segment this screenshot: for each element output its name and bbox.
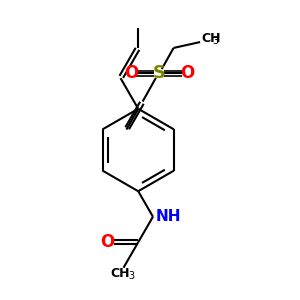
Text: O: O [180, 64, 194, 82]
Text: S: S [152, 64, 165, 82]
Text: 3: 3 [128, 271, 134, 281]
Text: O: O [124, 64, 138, 82]
Text: O: O [100, 233, 114, 251]
Text: NH: NH [155, 209, 181, 224]
Text: CH: CH [111, 266, 130, 280]
Text: CH: CH [202, 32, 221, 45]
Text: 3: 3 [212, 37, 218, 46]
